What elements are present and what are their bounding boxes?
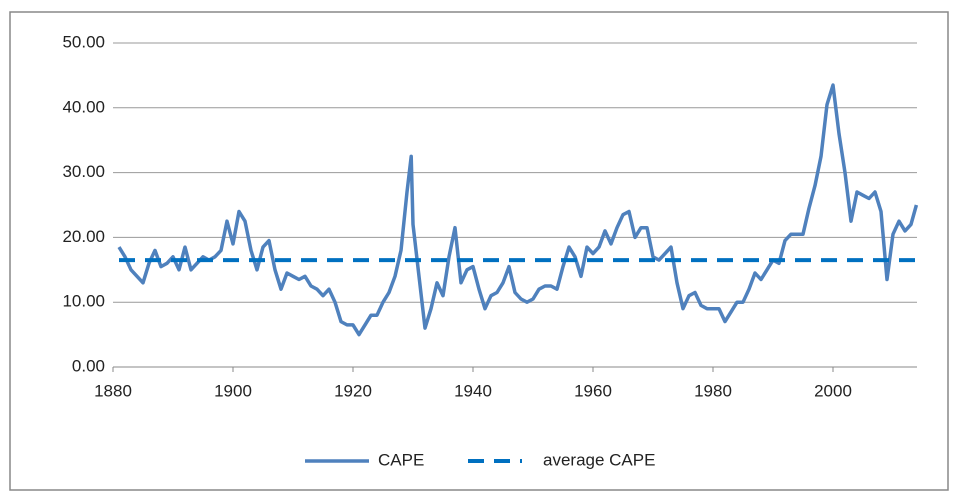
y-tick-label: 10.00 <box>62 292 105 311</box>
y-tick-label: 50.00 <box>62 32 105 51</box>
y-tick-label: 30.00 <box>62 162 105 181</box>
x-tick-label: 1880 <box>94 381 132 400</box>
x-tick-label: 1960 <box>574 381 612 400</box>
x-tick-label: 1900 <box>214 381 252 400</box>
series-line <box>117 83 919 337</box>
legend-label: average CAPE <box>543 450 655 469</box>
x-tick-label: 1980 <box>694 381 732 400</box>
y-tick-label: 40.00 <box>62 97 105 116</box>
y-tick-label: 20.00 <box>62 227 105 246</box>
y-tick-label: 0.00 <box>72 356 105 375</box>
legend-label: CAPE <box>378 450 424 469</box>
x-tick-label: 1920 <box>334 381 372 400</box>
x-tick-label: 1940 <box>454 381 492 400</box>
chart-border <box>9 11 949 491</box>
x-tick-label: 2000 <box>814 381 852 400</box>
